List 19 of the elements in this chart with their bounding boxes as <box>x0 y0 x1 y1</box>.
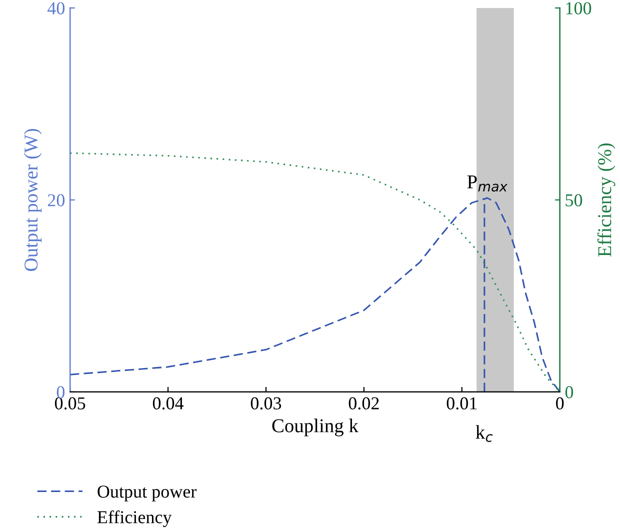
x-axis-title: Coupling k <box>272 418 358 436</box>
y2-tick-label: 50 <box>566 194 582 206</box>
x-tick-label: 0.04 <box>152 397 184 410</box>
annotation: P$_{max}$ <box>467 175 508 192</box>
x-tick-label: 0.01 <box>446 397 477 410</box>
y2-axis-title: Efficiency (%) <box>597 143 616 257</box>
x-tick-label: 0 <box>556 397 564 410</box>
y-tick-label: 20 <box>48 194 65 206</box>
annotation: k$_{c}$ <box>476 425 493 442</box>
y-tick-label: 40 <box>47 2 65 14</box>
y2-tick-label: 0 <box>565 386 574 398</box>
y-axis-title: Output power (W) <box>24 128 42 271</box>
x-tick-label: 0.02 <box>348 397 379 410</box>
legend-label: Output power <box>98 486 197 502</box>
legend-label: Efficiency <box>97 510 172 528</box>
y2-tick-label: 100 <box>566 2 592 14</box>
x-tick-label: 0.05 <box>54 397 86 410</box>
x-tick-label: 0.03 <box>250 397 282 410</box>
y-tick-label: 0 <box>56 386 65 398</box>
